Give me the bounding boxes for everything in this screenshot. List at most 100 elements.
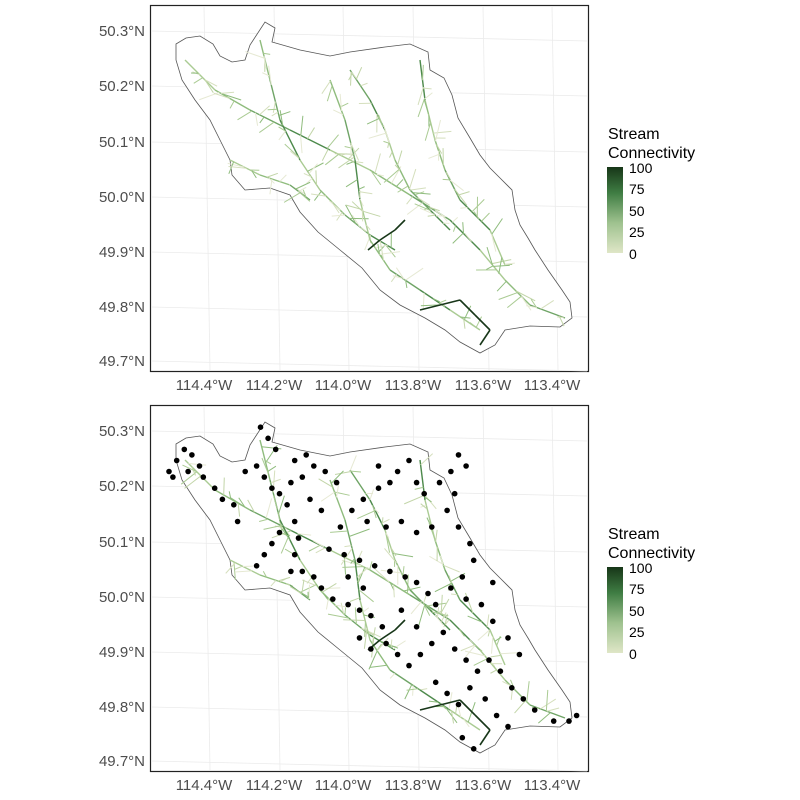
stream-segment xyxy=(378,114,383,124)
stream-segment xyxy=(356,566,369,578)
stream-segment xyxy=(204,79,214,93)
stream-segment xyxy=(315,170,318,185)
stream-segment xyxy=(272,101,276,113)
y-tick-label: 50.2°N xyxy=(99,78,145,95)
stream-segment xyxy=(345,179,358,188)
stream-segment xyxy=(429,209,451,231)
sample-site-point xyxy=(173,457,180,464)
sample-site-point xyxy=(478,601,485,608)
sample-site-point xyxy=(482,696,489,702)
stream-segment xyxy=(321,80,331,94)
stream-segment xyxy=(362,210,381,217)
stream-segment xyxy=(403,586,421,592)
sample-site-point xyxy=(505,723,511,730)
stream-segment xyxy=(363,627,368,649)
stream-segment xyxy=(465,644,476,658)
legend-tick-label: 50 xyxy=(629,603,645,619)
legend-tick-label: 75 xyxy=(629,181,645,197)
stream-segment xyxy=(440,594,443,615)
sample-site-point xyxy=(311,463,317,469)
stream-segment xyxy=(263,524,283,530)
sample-site-point xyxy=(272,446,279,453)
stream-segment xyxy=(404,684,413,700)
sample-site-point xyxy=(413,579,420,586)
stream-segment xyxy=(344,519,356,561)
stream-segment xyxy=(419,207,435,215)
stream-segment xyxy=(331,214,346,217)
stream-network-top xyxy=(184,39,566,346)
stream-segment xyxy=(349,597,360,602)
stream-segment xyxy=(379,251,401,255)
y-tick-label: 50.0°N xyxy=(99,589,145,606)
sample-site-point xyxy=(429,640,435,647)
stream-segment xyxy=(546,707,560,712)
stream-segment xyxy=(431,611,449,617)
sample-site-point xyxy=(444,507,450,514)
sample-site-point xyxy=(345,601,351,608)
stream-segment xyxy=(435,529,438,542)
sample-site-point xyxy=(200,474,207,480)
stream-segment xyxy=(412,192,431,195)
stream-segment xyxy=(367,239,381,251)
legend-tick-label: 25 xyxy=(629,624,645,640)
y-axis-top: 50.3°N 50.2°N 50.1°N 50.0°N 49.9°N 49.8°… xyxy=(99,23,145,370)
stream-segment xyxy=(228,161,235,174)
stream-segment xyxy=(307,127,315,140)
sample-site-point xyxy=(265,435,271,442)
y-axis-bottom: 50.3°N 50.2°N 50.1°N 50.0°N 49.9°N 49.8°… xyxy=(99,423,145,770)
stream-segment xyxy=(448,692,453,710)
stream-segment xyxy=(277,512,283,532)
legend-title-line2: Connectivity xyxy=(608,545,695,562)
sample-site-point xyxy=(288,479,294,486)
stream-segment xyxy=(434,210,446,218)
stream-segment xyxy=(330,530,348,533)
stream-segment xyxy=(507,295,522,309)
sample-site-point xyxy=(253,463,260,469)
stream-segment xyxy=(540,698,556,710)
sample-site-point xyxy=(444,690,450,697)
stream-segment xyxy=(410,187,426,191)
stream-segment xyxy=(238,497,246,508)
stream-segment xyxy=(383,168,400,183)
sample-site-point xyxy=(470,746,477,752)
sample-site-point xyxy=(211,485,218,492)
stream-segment xyxy=(464,233,472,242)
stream-segment xyxy=(448,575,453,584)
stream-segment xyxy=(233,561,236,580)
sample-site-point xyxy=(417,651,424,658)
sample-site-point xyxy=(486,657,492,663)
stream-segment xyxy=(389,669,421,691)
x-axis-top: 114.4°W 114.2°W 114.0°W 113.8°W 113.6°W … xyxy=(176,377,581,394)
stream-segment xyxy=(324,153,339,166)
sample-site-point xyxy=(170,474,176,480)
stream-segment xyxy=(479,329,491,346)
sample-site-point xyxy=(234,518,241,525)
stream-segment xyxy=(436,606,440,618)
stream-segment xyxy=(277,576,291,582)
stream-segment xyxy=(362,607,370,613)
stream-segment xyxy=(458,629,465,637)
stream-segment xyxy=(397,185,409,193)
sample-site-point xyxy=(459,574,466,580)
sample-site-point xyxy=(189,452,195,458)
stream-segment xyxy=(271,111,279,117)
stream-segment xyxy=(351,201,364,212)
stream-segment xyxy=(409,589,431,611)
stream-segment xyxy=(180,471,198,485)
stream-segment xyxy=(451,216,459,223)
stream-segment xyxy=(259,518,269,522)
sample-site-point xyxy=(451,490,458,497)
stream-segment xyxy=(449,179,464,191)
stream-segment xyxy=(357,574,361,583)
sample-site-point xyxy=(520,696,527,702)
stream-segment xyxy=(340,602,345,614)
stream-segment xyxy=(457,191,470,196)
sample-site-point xyxy=(383,640,389,647)
stream-segment xyxy=(419,304,441,311)
stream-segment xyxy=(423,87,432,90)
stream-segment xyxy=(349,469,371,501)
stream-segment xyxy=(487,629,491,637)
stream-segment xyxy=(406,196,413,205)
stream-segment xyxy=(371,627,376,644)
stream-segment xyxy=(463,718,470,728)
